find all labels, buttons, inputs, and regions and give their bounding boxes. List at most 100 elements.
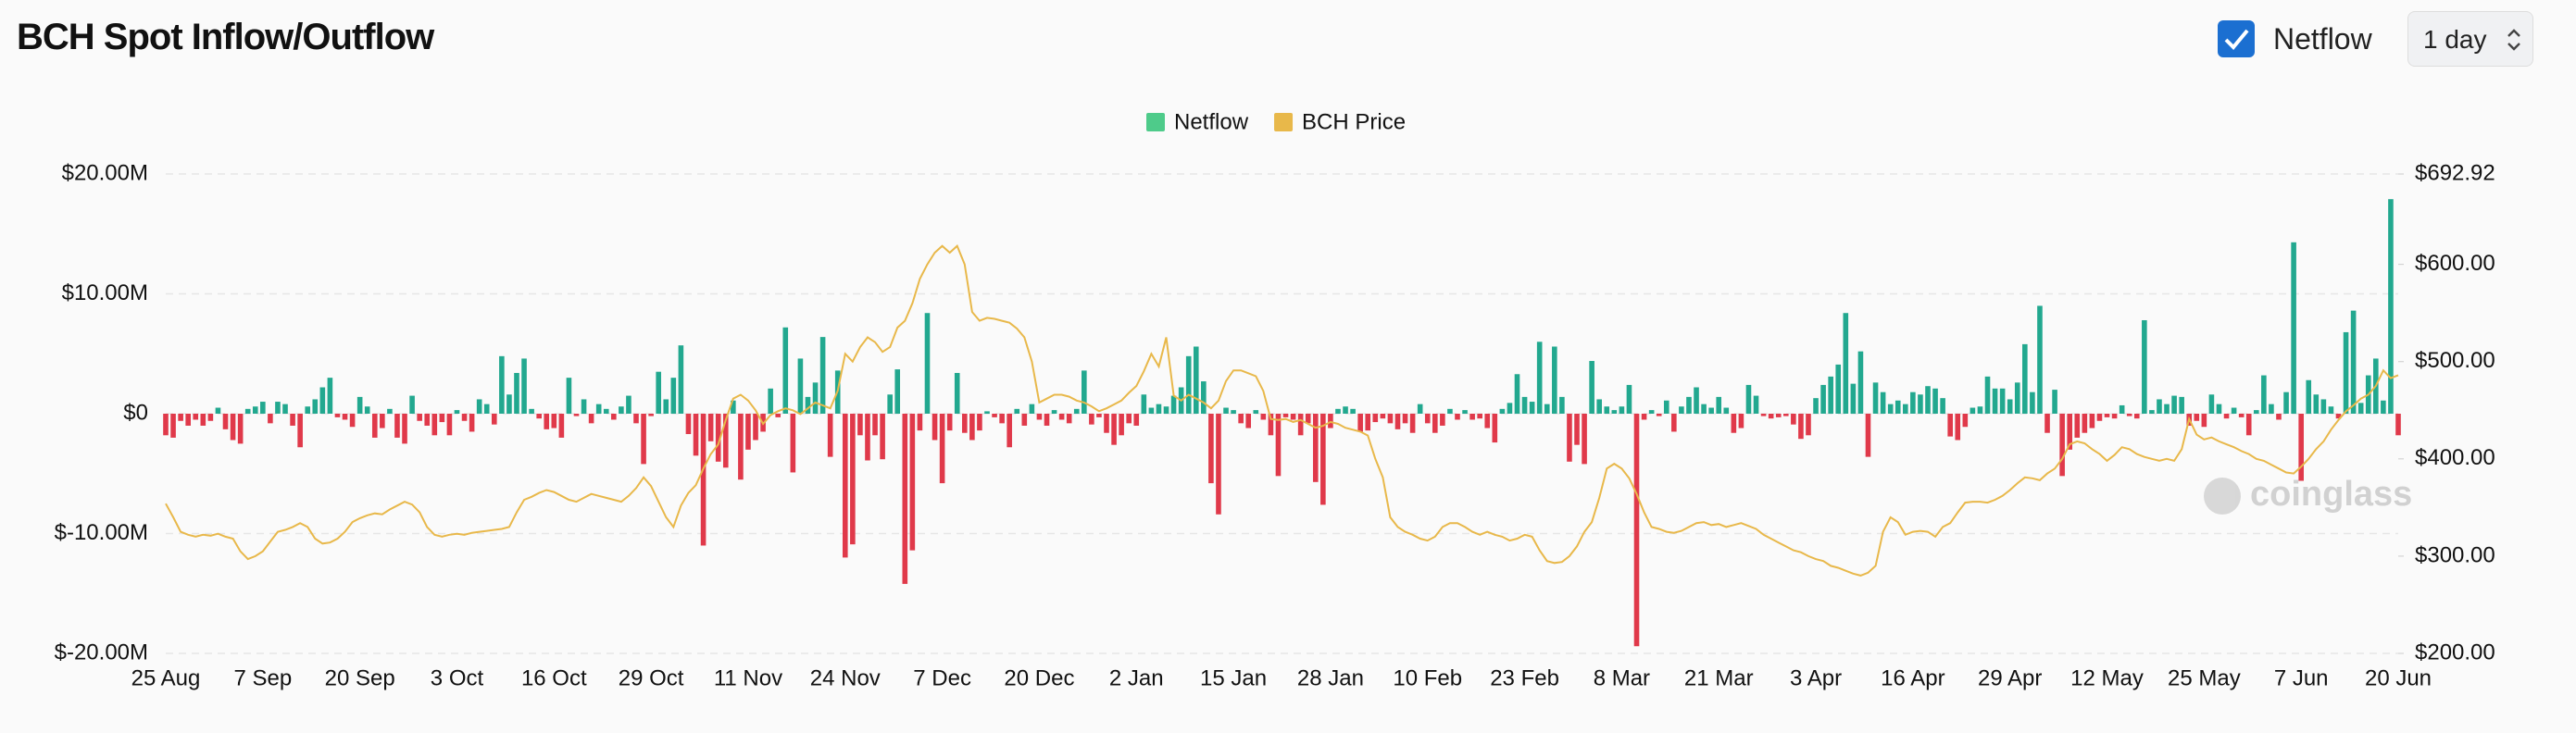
netflow-bar (1477, 414, 1482, 419)
netflow-bar (1126, 414, 1132, 424)
netflow-bar (1648, 410, 1655, 414)
netflow-bar (573, 414, 580, 416)
netflow-bar (1253, 410, 1259, 414)
netflow-bar (275, 402, 281, 414)
netflow-bar (2104, 414, 2110, 417)
netflow-bar (1903, 404, 1908, 414)
netflow-bar (1552, 346, 1557, 414)
netflow-bar (1894, 400, 1901, 414)
netflow-bar (2074, 414, 2081, 438)
netflow-bar (827, 414, 833, 457)
y-tick-label: $0 (123, 400, 148, 425)
netflow-bar (1402, 414, 1408, 424)
watermark-text: coinglass (2250, 475, 2412, 514)
netflow-bar (1148, 407, 1155, 414)
x-tick-label: 15 Jan (1200, 665, 1267, 690)
netflow-bar (2350, 310, 2357, 414)
netflow-bar (2164, 404, 2170, 414)
netflow-bar (2133, 414, 2140, 419)
x-tick-label: 16 Apr (1881, 665, 1945, 690)
netflow-bar (2313, 394, 2320, 414)
netflow-bar (1484, 414, 1491, 429)
legend-label: BCH Price (1302, 109, 1406, 134)
netflow-bar (1133, 414, 1140, 426)
netflow-bar (1529, 402, 1535, 414)
netflow-bar (700, 414, 707, 546)
netflow-bar (1775, 414, 1782, 417)
x-tick-label: 11 Nov (714, 665, 782, 690)
netflow-bar (356, 396, 363, 414)
netflow-bar (595, 404, 602, 414)
netflow-bar (1469, 414, 1475, 420)
netflow-bar (626, 395, 631, 414)
netflow-bar (2201, 414, 2207, 428)
check-icon (2224, 29, 2249, 50)
netflow-bar (1633, 414, 1640, 647)
x-tick-label: 20 Sep (325, 665, 395, 690)
netflow-bar (349, 414, 356, 428)
netflow-bar (939, 414, 945, 484)
netflow-bar (946, 414, 953, 431)
netflow-bar (2231, 407, 2237, 414)
netflow-bar (2119, 404, 2125, 414)
netflow-bar (1223, 407, 1229, 414)
netflow-bar (745, 414, 751, 450)
netflow-bar (2149, 410, 2155, 414)
netflow-bar (1521, 396, 1528, 414)
netflow-bar (797, 358, 804, 414)
netflow-bar (619, 406, 624, 414)
netflow-bar (1828, 376, 1833, 414)
netflow-bar (1977, 406, 1983, 414)
x-tick-label: 29 Apr (1978, 665, 2042, 690)
netflow-bar (1940, 398, 1945, 414)
watermark: coinglass (2204, 475, 2412, 515)
netflow-bar (1596, 399, 1603, 414)
netflow-bar (1582, 414, 1587, 465)
netflow-bar (2022, 343, 2028, 414)
netflow-bar (439, 414, 445, 423)
netflow-bar (1559, 396, 1565, 414)
netflow-bar (222, 414, 229, 429)
netflow-bar (805, 396, 811, 414)
netflow-bar (2194, 414, 2200, 421)
netflow-bar (1589, 361, 1594, 414)
netflow-bar (268, 414, 273, 424)
netflow-bar (1820, 384, 1826, 414)
netflow-bar (1455, 414, 1460, 420)
netflow-bar (1387, 414, 1394, 424)
netflow-bar (969, 414, 975, 441)
netflow-bar (260, 402, 266, 414)
netflow-bar (1745, 384, 1752, 414)
netflow-checkbox[interactable] (2218, 20, 2255, 57)
netflow-bar (1970, 407, 1976, 414)
netflow-bar (1014, 408, 1020, 414)
netflow-bar (2059, 414, 2065, 477)
netflow-bar (1611, 410, 1618, 414)
x-tick-label: 8 Mar (1594, 665, 1650, 690)
netflow-bar (707, 414, 714, 441)
netflow-toggle-label[interactable]: Netflow (2273, 22, 2372, 56)
netflow-bar (2357, 403, 2364, 414)
netflow-bar (1492, 414, 1498, 443)
y-tick-label: $-10.00M (55, 520, 148, 545)
netflow-bar (1058, 414, 1065, 420)
netflow-bar (1462, 410, 1468, 414)
netflow-bar (1343, 406, 1348, 414)
netflow-bar (1156, 404, 1162, 414)
netflow-bar (1910, 391, 1916, 414)
netflow-bar (1806, 414, 1811, 436)
netflow-bar (2111, 414, 2118, 419)
netflow-bar (1716, 396, 1722, 414)
netflow-bar (1170, 395, 1177, 414)
x-tick-label: 20 Dec (1004, 665, 1074, 690)
netflow-bar (961, 414, 968, 433)
interval-select[interactable]: 1 day (2407, 11, 2533, 67)
netflow-bar (1992, 388, 1998, 414)
netflow-bar (857, 414, 863, 436)
netflow-bar (663, 399, 669, 414)
netflow-bar (1641, 414, 1647, 420)
netflow-bar (768, 388, 773, 414)
x-tick-label: 25 Aug (131, 665, 201, 690)
netflow-bar (163, 414, 169, 436)
